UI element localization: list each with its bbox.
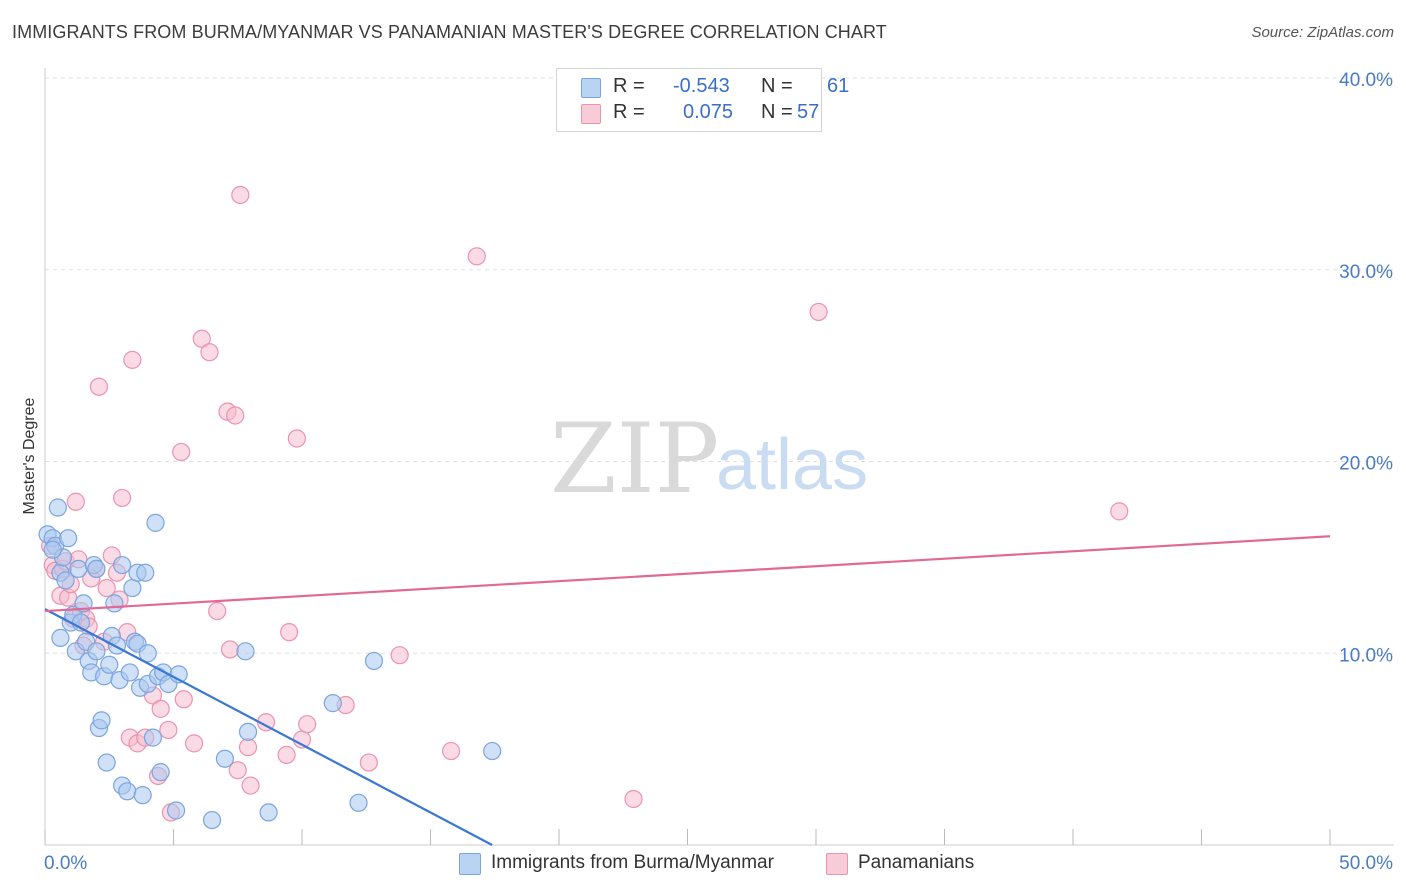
point-panamanian — [151, 699, 170, 718]
point-panamanian — [390, 646, 409, 665]
legend-swatch-burma — [459, 853, 481, 875]
legend-label-panamanians: Panamanians — [858, 852, 975, 873]
point-burma — [100, 655, 119, 674]
point-panamanian — [184, 734, 204, 753]
r-label: R = — [613, 75, 645, 97]
point-burma — [92, 711, 111, 730]
point-burma — [259, 803, 278, 822]
point-panamanian — [123, 350, 142, 369]
point-panamanian — [280, 623, 299, 642]
point-panamanian — [208, 601, 227, 621]
point-panamanian — [200, 343, 219, 362]
y-axis-label: Master's Degree — [21, 397, 38, 514]
point-panamanian — [66, 492, 85, 511]
point-burma — [166, 801, 186, 820]
watermark-zip: ZIP — [550, 403, 719, 515]
point-burma — [215, 749, 234, 768]
point-burma — [48, 498, 67, 517]
y-tick-label: 30.0% — [1339, 262, 1393, 283]
r-value: 0.075 — [683, 101, 734, 123]
x-tick-label: 50.0% — [1339, 853, 1393, 874]
point-panamanian — [241, 776, 260, 795]
n-value: 57 — [797, 101, 820, 123]
y-tick-label: 10.0% — [1339, 645, 1393, 666]
point-burma — [43, 540, 62, 559]
point-burma — [120, 663, 139, 682]
point-burma — [123, 578, 142, 598]
n-label: N = — [761, 101, 793, 123]
trendline-panamanians — [44, 535, 1331, 613]
point-burma — [483, 741, 502, 761]
point-panamanian — [298, 715, 317, 734]
point-burma — [349, 793, 368, 812]
point-burma — [56, 571, 75, 590]
y-tick-labels: 10.0% 20.0% 30.0% 40.0% — [1339, 70, 1393, 666]
point-panamanian — [159, 720, 178, 740]
trendline-burma — [44, 608, 493, 846]
point-burma — [236, 642, 255, 661]
point-burma — [143, 728, 163, 747]
legend-swatch-panamanians — [826, 853, 848, 875]
point-burma — [133, 786, 152, 805]
point-burma — [202, 810, 222, 830]
point-panamanian — [624, 789, 643, 809]
point-panamanian — [359, 753, 378, 772]
point-panamanian — [231, 185, 250, 205]
watermark-atlas: atlas — [716, 425, 868, 505]
trendlines — [44, 535, 1331, 846]
point-panamanian — [287, 429, 306, 448]
point-panamanian — [89, 377, 109, 396]
point-burma — [146, 513, 165, 532]
point-panamanian — [467, 247, 486, 266]
r-label: R = — [613, 101, 645, 123]
point-burma — [112, 555, 132, 575]
chart-title: IMMIGRANTS FROM BURMA/MYANMAR VS PANAMAN… — [12, 22, 887, 42]
axes — [44, 68, 1394, 846]
point-burma — [51, 628, 70, 648]
legend-label-burma: Immigrants from Burma/Myanmar — [491, 852, 774, 873]
point-panamanian — [112, 488, 132, 508]
n-label: N = — [761, 75, 793, 97]
x-tick-label: 0.0% — [44, 853, 87, 874]
point-burma — [97, 753, 116, 772]
point-panamanian — [809, 302, 828, 322]
point-burma — [118, 782, 137, 801]
point-burma — [136, 563, 155, 582]
point-burma — [59, 529, 78, 548]
y-tick-label: 40.0% — [1339, 70, 1393, 91]
stats-swatch-panamanians — [581, 104, 601, 124]
point-burma — [238, 722, 258, 741]
point-panamanian — [238, 738, 258, 757]
point-burma — [138, 644, 157, 663]
y-tick-label: 20.0% — [1339, 454, 1393, 475]
point-burma — [105, 594, 124, 613]
point-panamanian — [441, 741, 461, 761]
grid-lines — [45, 77, 1394, 654]
point-panamanian — [220, 640, 240, 659]
stats-swatch-burma — [581, 78, 601, 98]
point-burma — [87, 642, 106, 661]
series-burma — [38, 498, 502, 830]
point-panamanian — [174, 690, 193, 709]
stats-legend: R = -0.543 N = 61 R = 0.075 N = 57 — [556, 68, 849, 132]
point-panamanian — [192, 329, 211, 348]
point-panamanian — [228, 761, 247, 780]
point-panamanian — [226, 406, 245, 425]
point-panamanian — [172, 442, 191, 462]
point-burma — [107, 636, 127, 655]
source-label: Source: ZipAtlas.com — [1251, 24, 1394, 41]
point-burma — [87, 559, 106, 578]
x-tick-labels: 0.0% 50.0% — [44, 853, 1393, 874]
point-panamanian — [1110, 502, 1129, 521]
point-burma — [323, 694, 342, 713]
r-value: -0.543 — [673, 75, 730, 97]
n-value: 61 — [827, 75, 850, 97]
point-burma — [151, 763, 170, 782]
watermark: ZIP atlas — [550, 403, 868, 515]
point-burma — [364, 651, 384, 671]
point-panamanian — [97, 578, 116, 598]
point-burma — [69, 559, 88, 578]
point-panamanian — [277, 745, 296, 764]
